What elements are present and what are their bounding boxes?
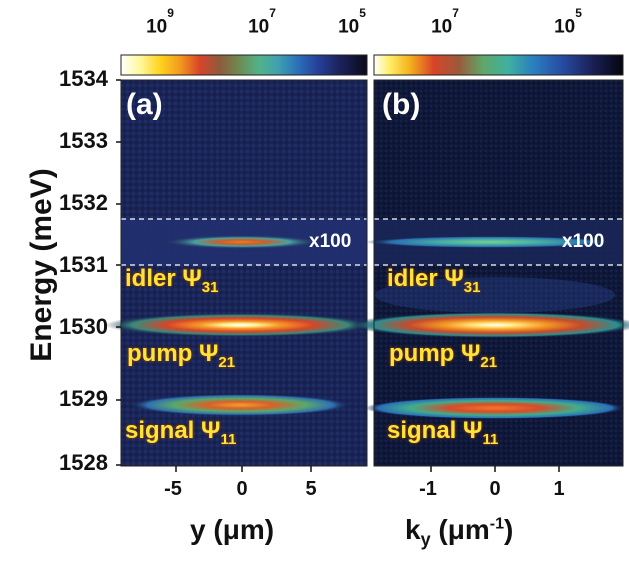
colorbar-b-tick-1: 105: [554, 6, 582, 38]
pump-emission-b: [350, 312, 629, 338]
x-tick-a-1: 0: [236, 478, 248, 500]
x-axis-ticks: [175, 466, 560, 472]
x-tick-b-1: 0: [489, 478, 501, 500]
y-tick-1533: 1533: [59, 128, 108, 153]
idler-label-b: idler Ψ31: [387, 265, 481, 296]
x-tick-a-0: -5: [164, 478, 182, 500]
y-tick-1534: 1534: [59, 66, 108, 91]
y-tick-1529: 1529: [59, 386, 108, 411]
y-tick-1532: 1532: [59, 190, 108, 215]
signal-label-b: signal Ψ11: [387, 417, 499, 448]
pump-label-b: pump Ψ21: [389, 340, 498, 371]
gain-label-a: x100: [309, 231, 352, 252]
colorbar-b: [373, 54, 624, 76]
x-axis-title-b: ky (μm-1): [405, 514, 514, 550]
pump-label-a: pump Ψ21: [127, 340, 236, 371]
x-tick-b-2: 1: [553, 478, 565, 500]
idler-label-a: idler Ψ31: [125, 265, 219, 296]
y-axis-title: Energy (meV): [25, 168, 58, 362]
signal-emission-a: [130, 394, 350, 416]
panel-a-image: [105, 79, 375, 467]
x-tick-b-0: -1: [419, 478, 437, 500]
colorbar-a: [120, 54, 368, 76]
signal-label-a: signal Ψ11: [125, 417, 237, 448]
idler-emission-b: [365, 236, 615, 248]
x-axis-title-a: y (μm): [190, 514, 275, 545]
y-tick-1528: 1528: [59, 450, 108, 475]
x-tick-a-2: 5: [305, 478, 317, 500]
panel-a-label: (a): [126, 88, 163, 121]
colorbar-a-tick-0: 109: [146, 6, 174, 38]
panel-b-label: (b): [382, 88, 421, 121]
y-tick-1531: 1531: [59, 252, 108, 277]
y-axis-ticks: [116, 79, 121, 466]
panel-b-image: [350, 79, 629, 467]
colorbar-b-tick-0: 107: [431, 6, 459, 38]
colorbar-a-tick-1: 107: [248, 6, 276, 38]
gain-label-b: x100: [562, 231, 605, 252]
y-tick-1530: 1530: [59, 314, 108, 339]
idler-emission-a: [162, 235, 322, 249]
signal-emission-b: [365, 397, 625, 419]
colorbar-a-tick-2: 105: [338, 6, 366, 38]
pump-emission-a: [105, 313, 375, 337]
